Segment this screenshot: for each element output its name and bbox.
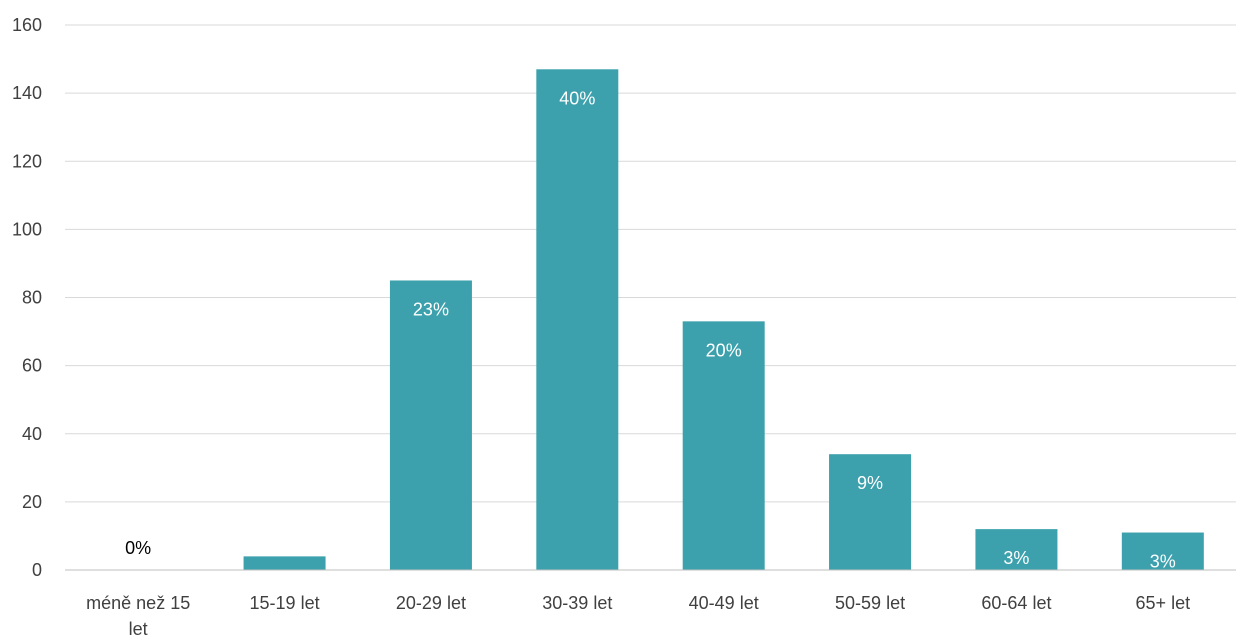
y-tick-label: 60 (22, 356, 42, 376)
y-tick-label: 20 (22, 492, 42, 512)
gridlines (65, 24, 1236, 503)
y-axis-tick-labels: 0 20 40 60 80 100 120 140 160 (12, 15, 42, 580)
x-tick-label: 20-29 let (396, 593, 466, 613)
x-tick-label: 65+ let (1136, 593, 1191, 613)
bar (243, 556, 326, 570)
data-label: 23% (413, 299, 449, 319)
y-tick-label: 160 (12, 15, 42, 35)
x-axis-tick-labels: méně než 15 let 15-19 let 20-29 let 30-39 le… (86, 593, 1190, 637)
bars (243, 69, 1204, 570)
x-tick-label: 40-49 let (689, 593, 759, 613)
y-tick-label: 80 (22, 288, 42, 308)
x-tick-label: 60-64 let (981, 593, 1051, 613)
x-tick-label: méně než 15 let (86, 593, 190, 637)
x-tick-label: 30-39 let (542, 593, 612, 613)
bar (829, 454, 912, 570)
data-labels: 0% 23% 40% 20% 9% 3% 3% (125, 88, 1176, 571)
data-label: 40% (559, 88, 595, 108)
y-tick-label: 100 (12, 219, 42, 239)
bar (682, 321, 765, 570)
data-label: 9% (857, 473, 883, 493)
data-label: 3% (1003, 548, 1029, 568)
bar (1121, 532, 1204, 570)
x-tick-label: 15-19 let (250, 593, 320, 613)
x-tick-label: 50-59 let (835, 593, 905, 613)
data-label: 20% (706, 340, 742, 360)
bar (536, 69, 619, 570)
bar (389, 280, 472, 570)
y-tick-label: 120 (12, 151, 42, 171)
y-tick-label: 40 (22, 424, 42, 444)
y-tick-label: 140 (12, 83, 42, 103)
data-label: 3% (1150, 552, 1176, 572)
data-label: 0% (125, 538, 151, 558)
bar (975, 529, 1058, 570)
y-tick-label: 0 (32, 560, 42, 580)
